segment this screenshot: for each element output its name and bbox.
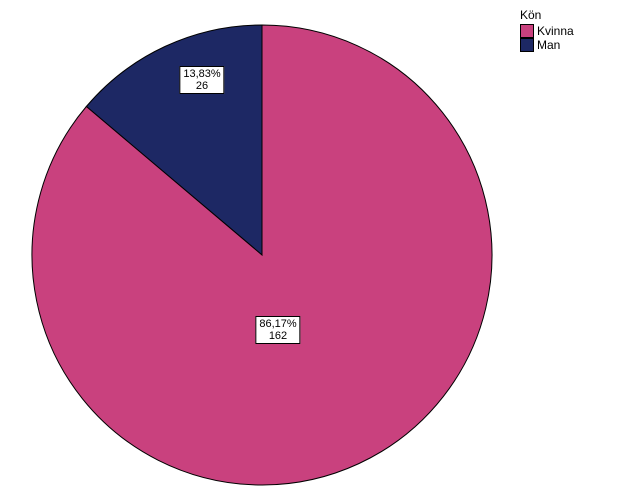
legend-item-kvinna: Kvinna (520, 24, 574, 38)
legend: Kön Kvinna Man (520, 8, 574, 52)
legend-title: Kön (520, 8, 574, 22)
slice-count-man: 26 (196, 80, 208, 92)
slice-label-man: 13,83% 26 (179, 66, 224, 94)
pie-chart: Kön Kvinna Man 13,83% 26 86,17% 162 (0, 0, 626, 501)
legend-swatch-man (520, 38, 534, 52)
legend-label-man: Man (537, 38, 560, 52)
slice-percent-man: 13,83% (183, 68, 220, 80)
legend-label-kvinna: Kvinna (537, 24, 574, 38)
pie-svg (0, 0, 626, 501)
slice-percent-kvinna: 86,17% (259, 318, 296, 330)
legend-item-man: Man (520, 38, 574, 52)
slice-label-kvinna: 86,17% 162 (255, 316, 300, 344)
legend-swatch-kvinna (520, 24, 534, 38)
slice-count-kvinna: 162 (269, 330, 287, 342)
